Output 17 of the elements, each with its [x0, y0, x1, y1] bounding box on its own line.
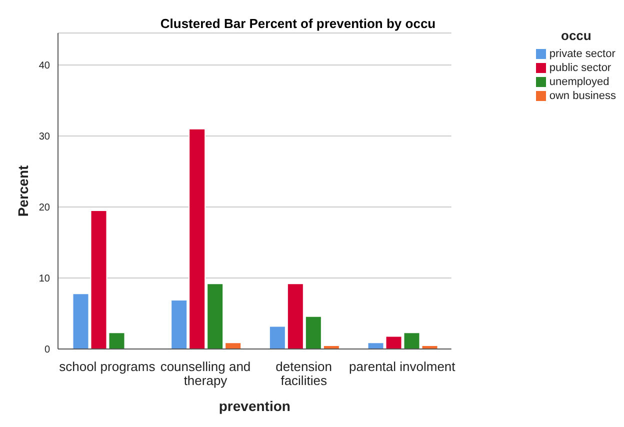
legend-label: public sector [549, 62, 612, 74]
x-tick-label: school programs [59, 359, 156, 374]
legend-label: private sector [549, 48, 616, 60]
x-axis-title: prevention [218, 398, 290, 414]
y-tick-label: 30 [38, 132, 50, 143]
y-tick-label: 40 [38, 60, 50, 72]
x-tick-label: parental involment [349, 359, 456, 374]
x-tick-label: detension facilities [276, 359, 332, 388]
legend-label: unemployed [549, 76, 610, 88]
y-tick-label: 0 [44, 344, 50, 356]
x-tick-label: counselling and therapy [160, 359, 251, 388]
chart-title: Clustered Bar Percent of prevention by occu [160, 16, 436, 31]
legend-title: occu [560, 28, 592, 43]
y-tick-label: 20 [38, 202, 50, 214]
y-axis-title: Percent [14, 164, 31, 217]
y-tick-label: 10 [38, 274, 50, 285]
legend-label: own business [549, 90, 616, 102]
